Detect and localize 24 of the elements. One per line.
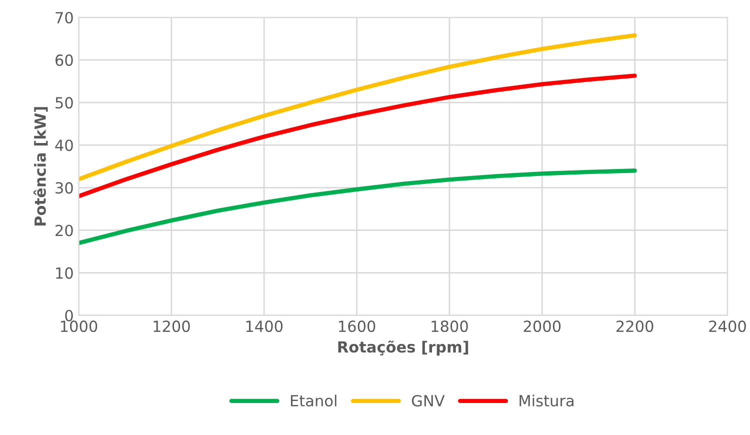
x-tick-label: 1800 bbox=[432, 320, 468, 332]
y-tick-label: 0 bbox=[65, 310, 73, 322]
y-axis-title: Potência [kW] bbox=[33, 107, 48, 226]
x-axis-title: Rotações [rpm] bbox=[338, 340, 468, 356]
line-series bbox=[78, 74, 637, 198]
legend-label: Etanol bbox=[290, 394, 336, 407]
x-tick-label: 2200 bbox=[616, 320, 654, 332]
x-tick-label: 2400 bbox=[709, 320, 746, 332]
legend-label: Mistura bbox=[520, 394, 574, 407]
x-tick-label: 1000 bbox=[60, 320, 98, 332]
y-tick-label: 60 bbox=[56, 54, 73, 66]
line-series bbox=[78, 168, 637, 246]
x-tick-label: 2000 bbox=[524, 320, 561, 332]
y-tick-label: 50 bbox=[56, 97, 73, 109]
y-tick-label: 40 bbox=[55, 140, 73, 152]
legend-label: GNV bbox=[412, 394, 445, 407]
y-tick-label: 70 bbox=[56, 12, 73, 24]
x-tick-label: 1200 bbox=[154, 320, 190, 332]
line-series bbox=[78, 33, 637, 182]
x-tick-label: 1400 bbox=[246, 320, 283, 332]
y-tick-label: 10 bbox=[56, 267, 73, 279]
y-tick-label: 20 bbox=[56, 224, 73, 236]
y-tick-label: 30 bbox=[56, 182, 73, 194]
x-tick-label: 1600 bbox=[339, 320, 376, 332]
